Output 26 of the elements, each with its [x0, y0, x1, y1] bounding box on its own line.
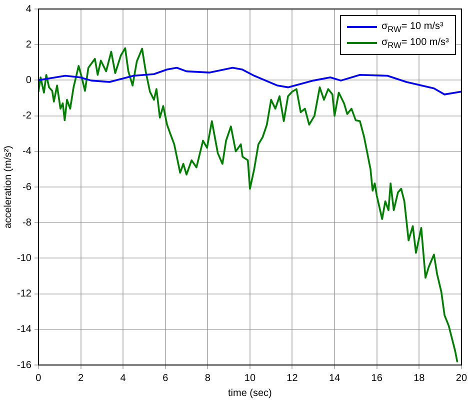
x-tick-label: 6 [162, 372, 169, 384]
y-tick-label: -8 [22, 217, 32, 228]
legend-label: σ$_{RW}$= 10 m/s³ [381, 20, 444, 34]
y-tick-label: -6 [22, 182, 32, 193]
y-tick-label: 0 [26, 74, 32, 86]
y-tick-label: -16 [17, 360, 32, 371]
x-tick-label: 14 [328, 372, 341, 384]
y-tick-label: -14 [17, 324, 32, 336]
legend-label: σ$_{RW}$= 100 m/s³ [381, 36, 449, 50]
y-tick-label: -10 [17, 252, 32, 264]
x-tick-label: 2 [78, 372, 84, 384]
x-tick-label: 20 [456, 372, 468, 384]
x-tick-label: 10 [244, 372, 256, 384]
y-tick-label: -12 [17, 288, 32, 300]
y-tick-label: -4 [22, 146, 32, 158]
x-tick-label: 8 [204, 372, 211, 384]
x-tick-label: 0 [36, 372, 42, 384]
x-tick-label: 4 [120, 372, 126, 384]
x-axis-title: time (sec) [228, 388, 272, 399]
y-tick-label: 2 [26, 39, 32, 50]
y-axis-title: acceleration (m/s²) [2, 146, 14, 228]
y-tick-label: 4 [26, 4, 32, 15]
x-tick-label: 16 [371, 372, 383, 384]
x-tick-label: 12 [286, 372, 298, 384]
x-tick-label: 18 [414, 372, 426, 384]
y-tick-label: -2 [22, 110, 32, 122]
